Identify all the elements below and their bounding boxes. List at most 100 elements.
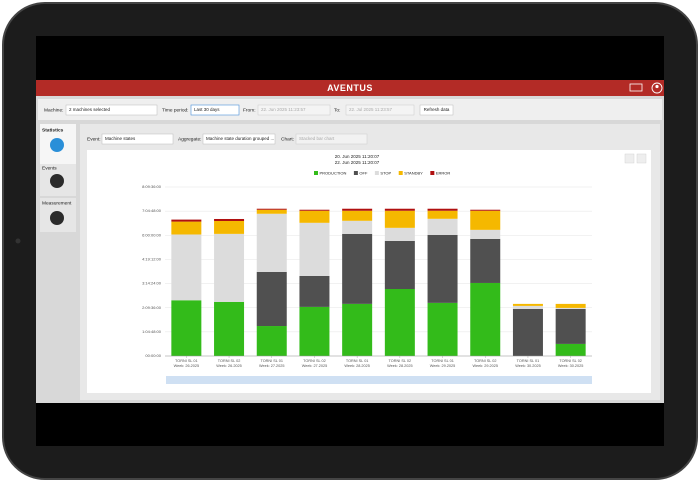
x-tick-label: TORNI SL 02 bbox=[218, 359, 241, 363]
bar-segment bbox=[299, 222, 330, 276]
navigator[interactable] bbox=[166, 376, 592, 384]
bar-segment bbox=[384, 210, 415, 228]
bar-segment bbox=[299, 306, 330, 356]
bar-segment bbox=[555, 307, 586, 309]
period-select[interactable] bbox=[190, 104, 240, 116]
bar-segment bbox=[171, 234, 202, 301]
legend-label: STANDBY bbox=[404, 170, 423, 175]
bar-segment bbox=[470, 210, 501, 230]
bar-segment bbox=[555, 343, 586, 356]
y-tick-label: 00:00:00 bbox=[145, 353, 161, 358]
nav-icon bbox=[50, 211, 64, 225]
y-tick-label: 6:00:00:00 bbox=[142, 232, 162, 237]
user-icon-head bbox=[655, 84, 659, 89]
to-input[interactable] bbox=[345, 104, 415, 116]
y-tick-label: 7:04:48:00 bbox=[142, 208, 162, 213]
bar-segment bbox=[427, 218, 458, 235]
to-label: To: bbox=[334, 107, 340, 113]
legend-swatch bbox=[430, 171, 435, 175]
x-tick-label: Week: 30.2025 bbox=[558, 364, 583, 368]
aggregate-label: Aggregate: bbox=[178, 136, 201, 142]
x-tick-label: TORNI SL 02 bbox=[303, 359, 326, 363]
x-tick-label: TORNI SL 02 bbox=[389, 359, 412, 363]
from-input[interactable] bbox=[257, 104, 331, 116]
legend-swatch bbox=[314, 171, 318, 175]
plot: 00:00:00 1:04:48:00 2:09:36:00 3:14:24:00 4:… bbox=[142, 170, 592, 368]
bar-segment bbox=[427, 210, 458, 219]
x-tick-label: TORNI SL 02 bbox=[559, 359, 582, 363]
machine-value: 2 machines selected bbox=[69, 107, 111, 112]
chart-subtitle: 22. Jun 2025 11:20:07 bbox=[335, 160, 380, 165]
event-select[interactable] bbox=[101, 133, 174, 145]
legend-swatch bbox=[353, 171, 358, 175]
bar-segment bbox=[256, 213, 287, 272]
bar-segment bbox=[470, 209, 501, 211]
x-tick-label: Week: 26.2025 bbox=[216, 364, 241, 368]
x-tick-label: Week: 29.2025 bbox=[430, 364, 455, 368]
chart-select[interactable] bbox=[295, 133, 368, 145]
legend-swatch bbox=[398, 171, 403, 175]
logo: AVENTUS bbox=[327, 83, 373, 93]
bar-segment bbox=[512, 308, 543, 356]
bar-segment bbox=[384, 289, 415, 356]
machine-select[interactable] bbox=[65, 104, 158, 116]
y-tick-label: 4:19:12:00 bbox=[142, 256, 162, 261]
bar-segment bbox=[470, 229, 501, 239]
from-label: From: bbox=[243, 107, 256, 113]
menu-button[interactable] bbox=[636, 153, 647, 164]
legend-label: PRODUCTION bbox=[320, 170, 347, 175]
x-tick-label: Week: 26.2025 bbox=[174, 364, 199, 368]
bar-segment bbox=[384, 240, 415, 290]
nav-icon bbox=[50, 138, 64, 152]
period-value: Last 30 days bbox=[194, 107, 220, 112]
bar-segment bbox=[427, 208, 458, 211]
chart-label: Chart: bbox=[281, 136, 294, 142]
bar-segment bbox=[214, 218, 245, 222]
legend-label: STOP bbox=[380, 170, 391, 175]
bar-segment bbox=[384, 208, 415, 211]
bar-segment bbox=[384, 227, 415, 241]
bar-segment bbox=[256, 271, 287, 327]
nav-label: Events bbox=[42, 165, 57, 171]
bar-segment bbox=[171, 219, 202, 222]
user-icon[interactable] bbox=[651, 82, 663, 94]
x-tick-label: Week: 27.2025 bbox=[259, 364, 284, 368]
app-header bbox=[36, 80, 664, 96]
x-tick-label: Week: 29.2025 bbox=[473, 364, 498, 368]
bar-segment bbox=[214, 221, 245, 234]
bar-segment bbox=[427, 234, 458, 303]
x-tick-label: Week: 28.2025 bbox=[387, 364, 412, 368]
x-tick-label: TORNI SL 01 bbox=[517, 359, 540, 363]
period-label: Time period: bbox=[162, 107, 188, 113]
from-value: 22. Jun 2025 11:23:57 bbox=[261, 107, 306, 112]
bar-segment bbox=[342, 210, 373, 221]
legend-swatch bbox=[374, 171, 379, 175]
bar-segment bbox=[470, 282, 501, 356]
machine-label: Machine: bbox=[44, 107, 63, 113]
bar-segment bbox=[342, 303, 373, 356]
refresh-button[interactable] bbox=[419, 104, 454, 116]
refresh-text: Refresh data bbox=[424, 107, 450, 112]
y-tick-label: 2:09:36:00 bbox=[142, 305, 162, 310]
bar-segment bbox=[512, 305, 543, 309]
bar-segment bbox=[555, 303, 586, 308]
bar-segment bbox=[512, 303, 543, 306]
aggregate-value: Machine state duration grouped ... bbox=[206, 136, 274, 141]
flag-icon[interactable] bbox=[629, 83, 643, 92]
bar-segment bbox=[171, 221, 202, 235]
bar-segment bbox=[256, 208, 287, 210]
zoom-button[interactable] bbox=[624, 153, 635, 164]
bar-segment bbox=[214, 233, 245, 302]
bar-segment bbox=[214, 301, 245, 356]
bar-segment bbox=[299, 209, 330, 211]
bar-segment bbox=[342, 233, 373, 304]
chart-subtitle: 20. Jun 2025 11:20:07 bbox=[335, 154, 380, 159]
camera bbox=[15, 238, 21, 244]
x-tick-label: TORNI SL 02 bbox=[474, 359, 497, 363]
x-tick-label: Week: 30.2025 bbox=[515, 364, 540, 368]
bar-segment bbox=[299, 210, 330, 223]
y-tick-label: 8:09:36:00 bbox=[142, 184, 162, 189]
x-tick-label: TORNI SL 01 bbox=[175, 359, 198, 363]
aggregate-select[interactable] bbox=[202, 133, 276, 145]
chart-value: Stacked bar chart bbox=[299, 136, 335, 141]
